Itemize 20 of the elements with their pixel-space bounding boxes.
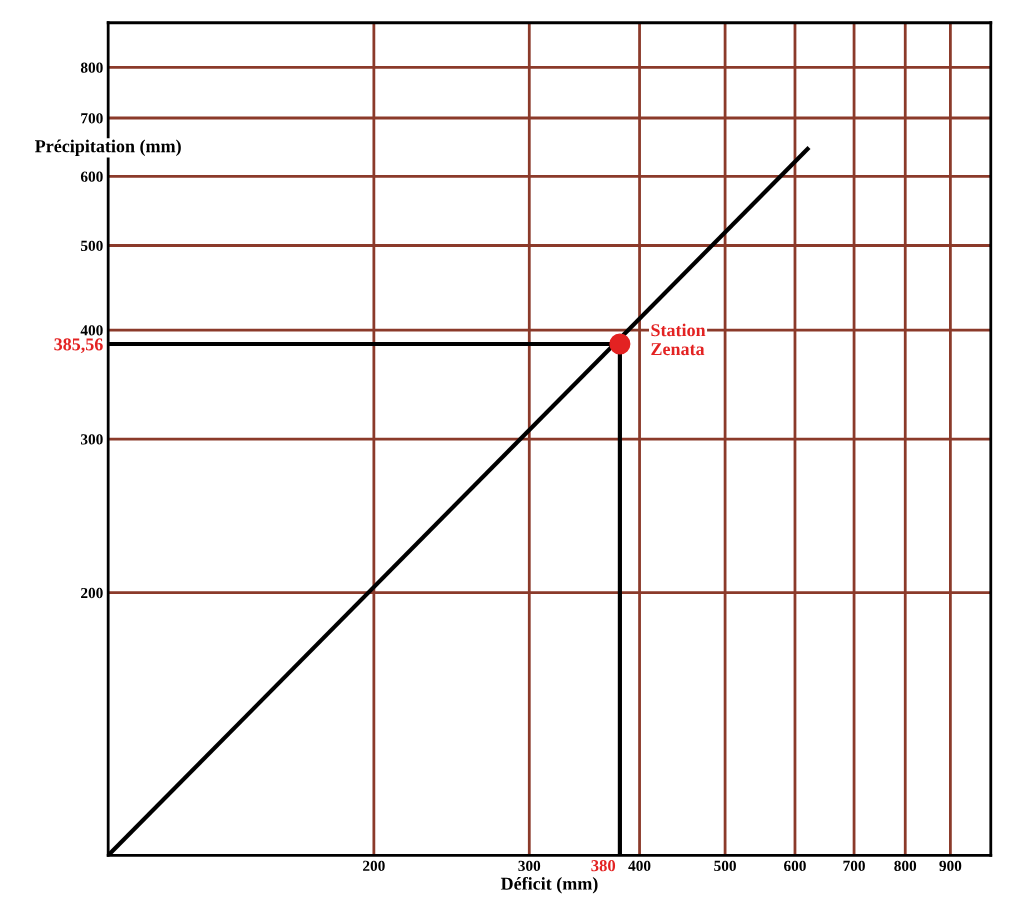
x-tick-label: 700: [843, 860, 865, 872]
y-tick-label: 300: [80, 434, 103, 445]
x-tick-label: 800: [894, 860, 917, 872]
x-tick-label: 500: [714, 860, 736, 872]
x-tick-label: 400: [628, 860, 651, 872]
y-tick-label: 500: [81, 240, 103, 251]
annotation: Station Zenata: [651, 323, 706, 356]
annotation: 380: [591, 860, 616, 872]
x-tick-label: 900: [939, 860, 962, 872]
y-tick-label: 200: [81, 587, 103, 599]
y-tick-label: 800: [80, 62, 103, 73]
x-axis-title: Déficit (mm): [500, 876, 598, 894]
y-tick-label: 385,56: [54, 338, 103, 354]
x-tick-label: 300: [518, 860, 541, 872]
x-tick-label: 600: [784, 860, 806, 872]
y-axis-title: Précipitation (mm): [35, 139, 181, 156]
y-tick-label: 700: [81, 113, 103, 124]
y-tick-label: 400: [80, 325, 103, 336]
x-tick-label: 200: [363, 860, 385, 872]
y-tick-label: 600: [80, 171, 103, 182]
